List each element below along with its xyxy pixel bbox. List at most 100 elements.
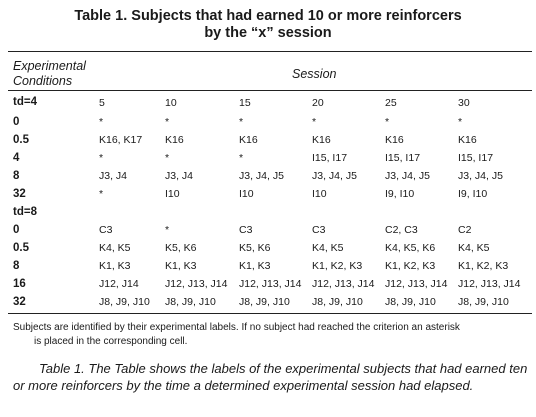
table-cell: J3, J4, J5: [239, 170, 284, 182]
table-cell: C3: [239, 224, 253, 236]
table-title-line2: by the “x” session: [204, 25, 332, 41]
table-cell: C3: [99, 224, 113, 236]
table-cell: J8, J9, J10: [165, 296, 216, 308]
table-cell: *: [165, 116, 170, 128]
session-number: 30: [458, 97, 470, 109]
table-cell: K1, K3: [165, 260, 197, 272]
table-cell: K1, K2, K3: [458, 260, 509, 272]
table-cell: I10: [239, 188, 254, 200]
table-cell: I15, I17: [458, 152, 494, 164]
session-number: 15: [239, 97, 251, 109]
table-cell: K4, K5: [99, 242, 131, 254]
table-cell: *: [239, 116, 244, 128]
session-number: 5: [99, 97, 105, 109]
group-label: td=8: [13, 206, 37, 218]
table-cell: *: [99, 152, 104, 164]
table-bottom-rule: [8, 313, 532, 314]
group-label: td=4: [13, 96, 37, 108]
table-cell: K16: [458, 134, 477, 146]
table-cell: K16, K17: [99, 134, 143, 146]
table-cell: J12, J14: [99, 278, 139, 290]
table-cell: J12, J13, J14: [458, 278, 521, 290]
table-cell: I10: [165, 188, 180, 200]
table-cell: *: [165, 152, 170, 164]
table-cell: K16: [165, 134, 184, 146]
table-cell: K16: [239, 134, 258, 146]
table-cell: *: [99, 188, 104, 200]
session-header: Session: [292, 67, 337, 81]
table-row: 0 * * * * * *: [0, 116, 536, 132]
table-cell: I10: [312, 188, 327, 200]
table-cell: J12, J13, J14: [385, 278, 448, 290]
table-cell: J8, J9, J10: [385, 296, 436, 308]
table-row: 8 J3, J4 J3, J4 J3, J4, J5 J3, J4, J5 J3, J4,…: [0, 170, 536, 186]
table-cell: *: [239, 152, 244, 164]
table-cell: *: [99, 116, 104, 128]
table-row: 32 J8, J9, J10 J8, J9, J10 J8, J9, J10 J8, J…: [0, 296, 536, 312]
condition-label: 32: [13, 188, 26, 200]
table-cell: J8, J9, J10: [99, 296, 150, 308]
table-row: 8 K1, K3 K1, K3 K1, K3 K1, K2, K3 K1, K2, K3 K…: [0, 260, 536, 276]
conditions-header-line2: Conditions: [13, 74, 73, 88]
table-cell: J8, J9, J10: [239, 296, 290, 308]
table-cell: K5, K6: [165, 242, 197, 254]
table-row: 32 * I10 I10 I10 I9, I10 I9, I10: [0, 188, 536, 204]
table-cell: K1, K3: [239, 260, 271, 272]
table-top-rule: [8, 51, 532, 52]
session-number: 20: [312, 97, 324, 109]
table-cell: *: [385, 116, 390, 128]
conditions-header-line1: Experimental: [13, 59, 86, 73]
table-cell: K16: [385, 134, 404, 146]
table-caption: Table 1. The Table shows the labels of t…: [13, 360, 533, 394]
table-cell: *: [312, 116, 317, 128]
condition-label: 0.5: [13, 242, 29, 254]
table-cell: J3, J4, J5: [385, 170, 430, 182]
conditions-header: Experimental Conditions: [13, 59, 86, 89]
table-cell: J3, J4: [165, 170, 194, 182]
table-cell: I9, I10: [385, 188, 415, 200]
condition-label: 0.5: [13, 134, 29, 146]
table-cell: J3, J4, J5: [312, 170, 357, 182]
table-row: 0.5 K16, K17 K16 K16 K16 K16 K16: [0, 134, 536, 150]
table-cell: *: [165, 224, 170, 236]
condition-label: 8: [13, 170, 20, 182]
condition-label: 8: [13, 260, 20, 272]
table-cell: K5, K6: [239, 242, 271, 254]
session-number-row: 5 10 15 20 25 30: [0, 97, 536, 113]
table-cell: C2, C3: [385, 224, 418, 236]
table-cell: I15, I17: [385, 152, 421, 164]
table-cell: J8, J9, J10: [458, 296, 509, 308]
table-note: Subjects are identified by their experim…: [13, 321, 528, 349]
table-cell: J8, J9, J10: [312, 296, 363, 308]
table-cell: I15, I17: [312, 152, 348, 164]
condition-label: 32: [13, 296, 26, 308]
table-cell: K4, K5: [458, 242, 490, 254]
table-cell: J12, J13, J14: [239, 278, 302, 290]
table-note-line1: Subjects are identified by their experim…: [13, 322, 460, 333]
table-note-line2: is placed in the corresponding cell.: [34, 336, 188, 347]
table-cell: K4, K5, K6: [385, 242, 436, 254]
table-cell: J12, J13, J14: [165, 278, 228, 290]
condition-label: 0: [13, 224, 20, 236]
condition-label: 0: [13, 116, 20, 128]
table-cell: C3: [312, 224, 326, 236]
session-number: 10: [165, 97, 177, 109]
table-row: 16 J12, J14 J12, J13, J14 J12, J13, J14 J12,…: [0, 278, 536, 294]
table-cell: J12, J13, J14: [312, 278, 375, 290]
session-number: 25: [385, 97, 397, 109]
table-title-line1: Table 1. Subjects that had earned 10 or …: [74, 8, 462, 24]
table-cell: K1, K2, K3: [312, 260, 363, 272]
table-cell: *: [458, 116, 463, 128]
table-cell: J3, J4: [99, 170, 128, 182]
table-cell: K16: [312, 134, 331, 146]
table-title: Table 1. Subjects that had earned 10 or …: [0, 8, 536, 42]
table-row: 0 C3 * C3 C3 C2, C3 C2: [0, 224, 536, 240]
table-row: 0.5 K4, K5 K5, K6 K5, K6 K4, K5 K4, K5, K6 K4,…: [0, 242, 536, 258]
table-cell: K4, K5: [312, 242, 344, 254]
condition-label: 4: [13, 152, 20, 164]
table-cell: J3, J4, J5: [458, 170, 503, 182]
table-cell: I9, I10: [458, 188, 488, 200]
header-rule: [8, 90, 532, 91]
table-cell: K1, K3: [99, 260, 131, 272]
